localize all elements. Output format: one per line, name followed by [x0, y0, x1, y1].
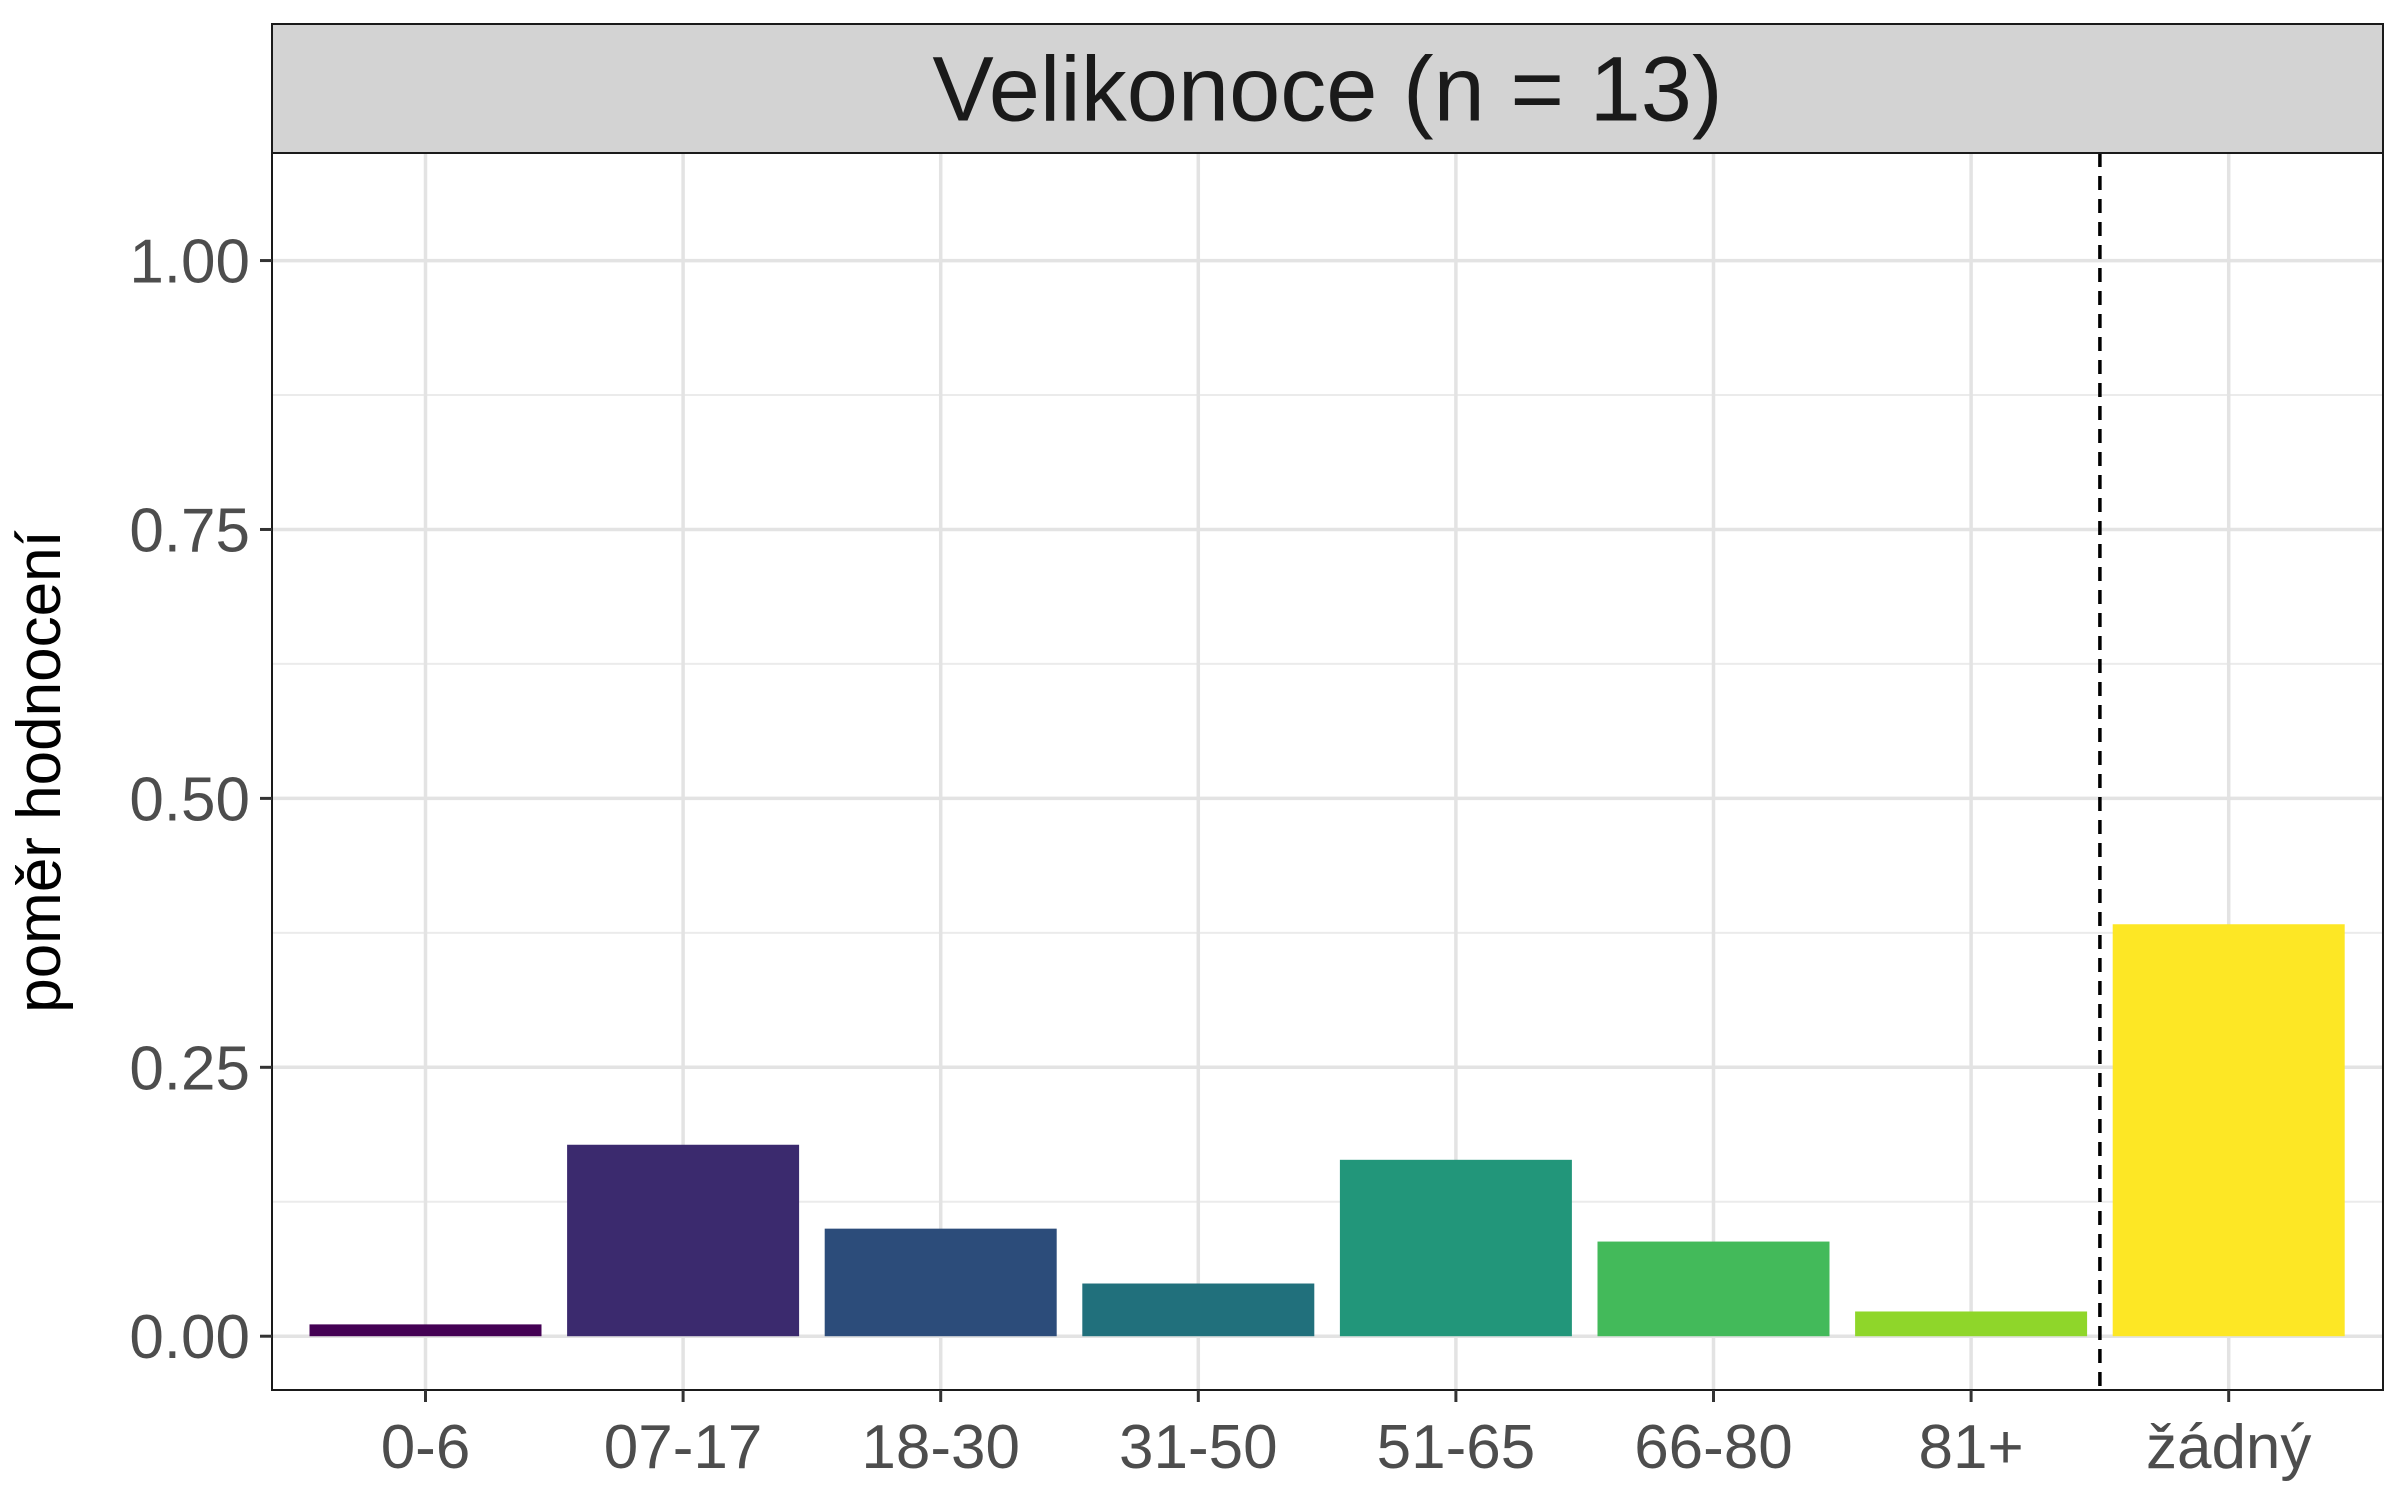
axis-ticks: 0.00 0.25 0.50 0.75 1.00 0-6 07-17 18-30 31-50 51… [129, 228, 2311, 1482]
bars [309, 924, 2345, 1337]
y-tick-label: 0.00 [129, 1303, 250, 1372]
bar [2112, 924, 2345, 1337]
chart-title: Velikonoce (n = 13) [932, 39, 1722, 141]
facet-strip [271, 23, 2384, 154]
bar [567, 1144, 800, 1337]
bar [1855, 1311, 2088, 1337]
bar [1339, 1159, 1572, 1337]
bar [1597, 1241, 1830, 1337]
x-tick-label: 51-65 [1377, 1413, 1536, 1482]
x-tick-label: 0-6 [381, 1413, 471, 1482]
x-tick-label: žádný [2146, 1413, 2311, 1482]
y-tick-label: 1.00 [129, 228, 250, 297]
y-tick-label: 0.25 [129, 1034, 250, 1103]
bar [824, 1228, 1057, 1337]
x-tick-label: 66-80 [1634, 1413, 1793, 1482]
y-tick-label: 0.75 [129, 496, 250, 565]
bar [1082, 1283, 1315, 1337]
y-axis-label: poměr hodnocení [5, 530, 74, 1013]
y-tick-label: 0.50 [129, 765, 250, 834]
bar [309, 1324, 542, 1337]
x-tick-label: 31-50 [1119, 1413, 1278, 1482]
x-tick-label: 81+ [1919, 1413, 2024, 1482]
x-tick-label: 07-17 [604, 1413, 763, 1482]
x-tick-label: 18-30 [861, 1413, 1020, 1482]
